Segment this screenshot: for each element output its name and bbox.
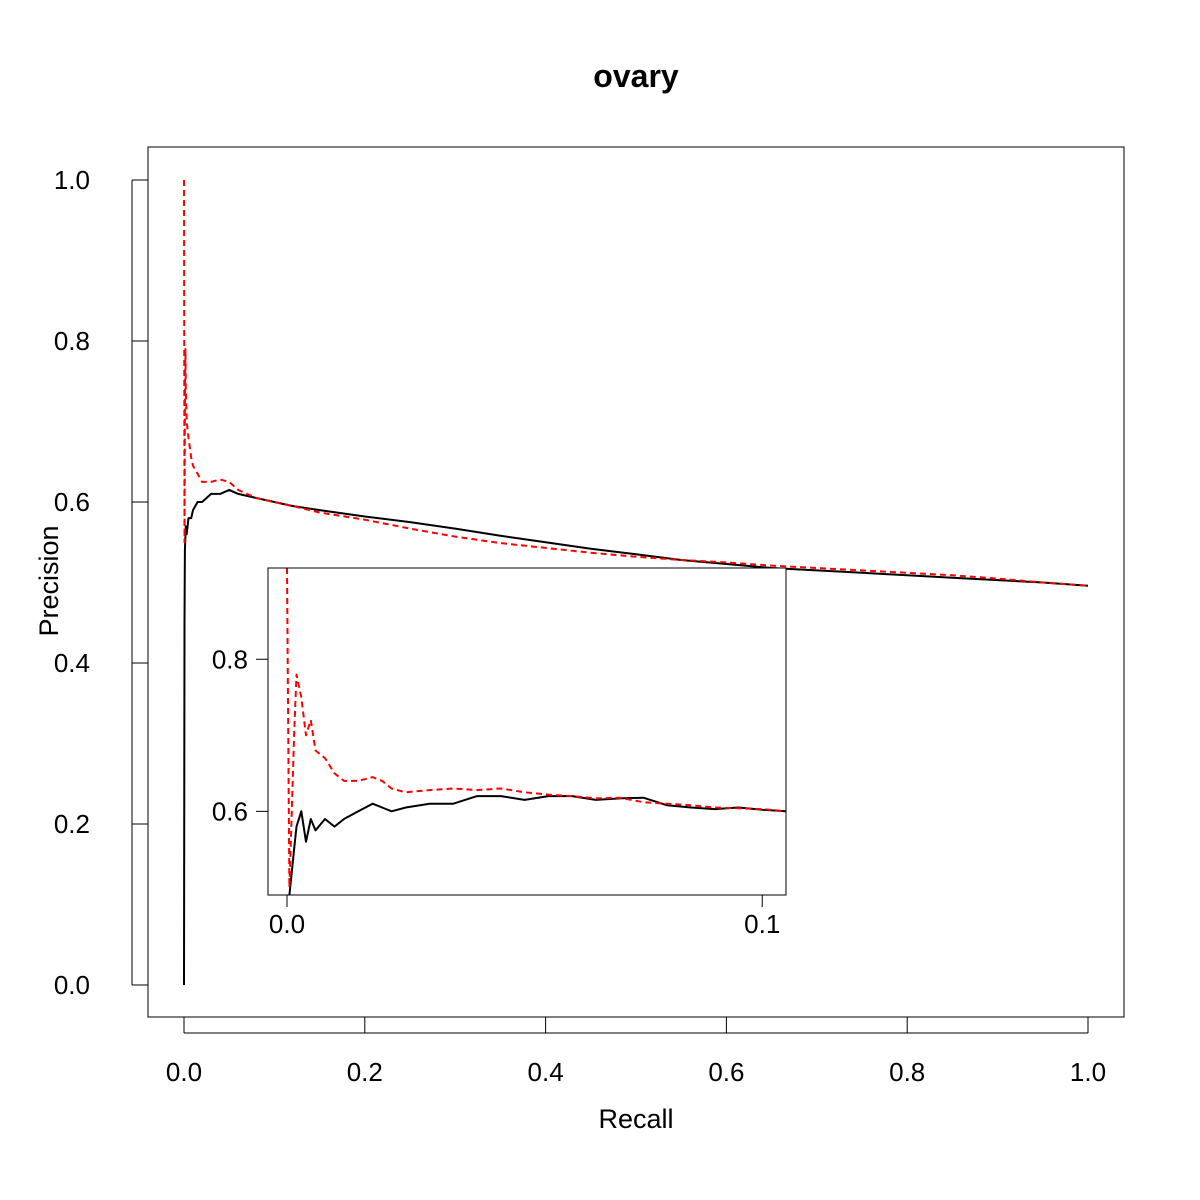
plot-background	[268, 568, 786, 895]
y-tick-label: 1.0	[54, 165, 90, 195]
x-tick-label: 1.0	[1070, 1057, 1106, 1087]
y-tick-label: 0.0	[54, 970, 90, 1000]
red-dashed-series-line	[286, 568, 786, 889]
inset-plot-area: 0.0 0.1 0.6 0.8	[212, 567, 787, 939]
y-tick-label: 0.6	[54, 487, 90, 517]
x-axis-label: Recall	[598, 1104, 673, 1134]
y-tick-label: 0.2	[54, 809, 90, 839]
y-tick-label: 0.6	[212, 796, 248, 826]
y-tick-label: 0.8	[54, 326, 90, 356]
x-tick-label: 0.1	[744, 909, 780, 939]
x-tick-label: 0.8	[889, 1057, 925, 1087]
y-axis-label: Precision	[34, 525, 64, 636]
black-solid-series-line	[183, 488, 1089, 986]
black-solid-series-line	[288, 795, 786, 895]
red-dashed-series-line	[183, 179, 1089, 587]
x-tick-label: 0.2	[347, 1057, 383, 1087]
y-tick-label: 0.4	[54, 648, 90, 678]
y-tick-label: 0.8	[212, 644, 248, 674]
x-tick-label: 0.4	[528, 1057, 564, 1087]
x-tick-label: 0.0	[269, 909, 305, 939]
x-tick-label: 0.0	[166, 1057, 202, 1087]
plot-frame	[147, 146, 1125, 1018]
chart-title: ovary	[593, 58, 679, 94]
x-tick-label: 0.6	[708, 1057, 744, 1087]
plot-frame	[267, 567, 787, 896]
